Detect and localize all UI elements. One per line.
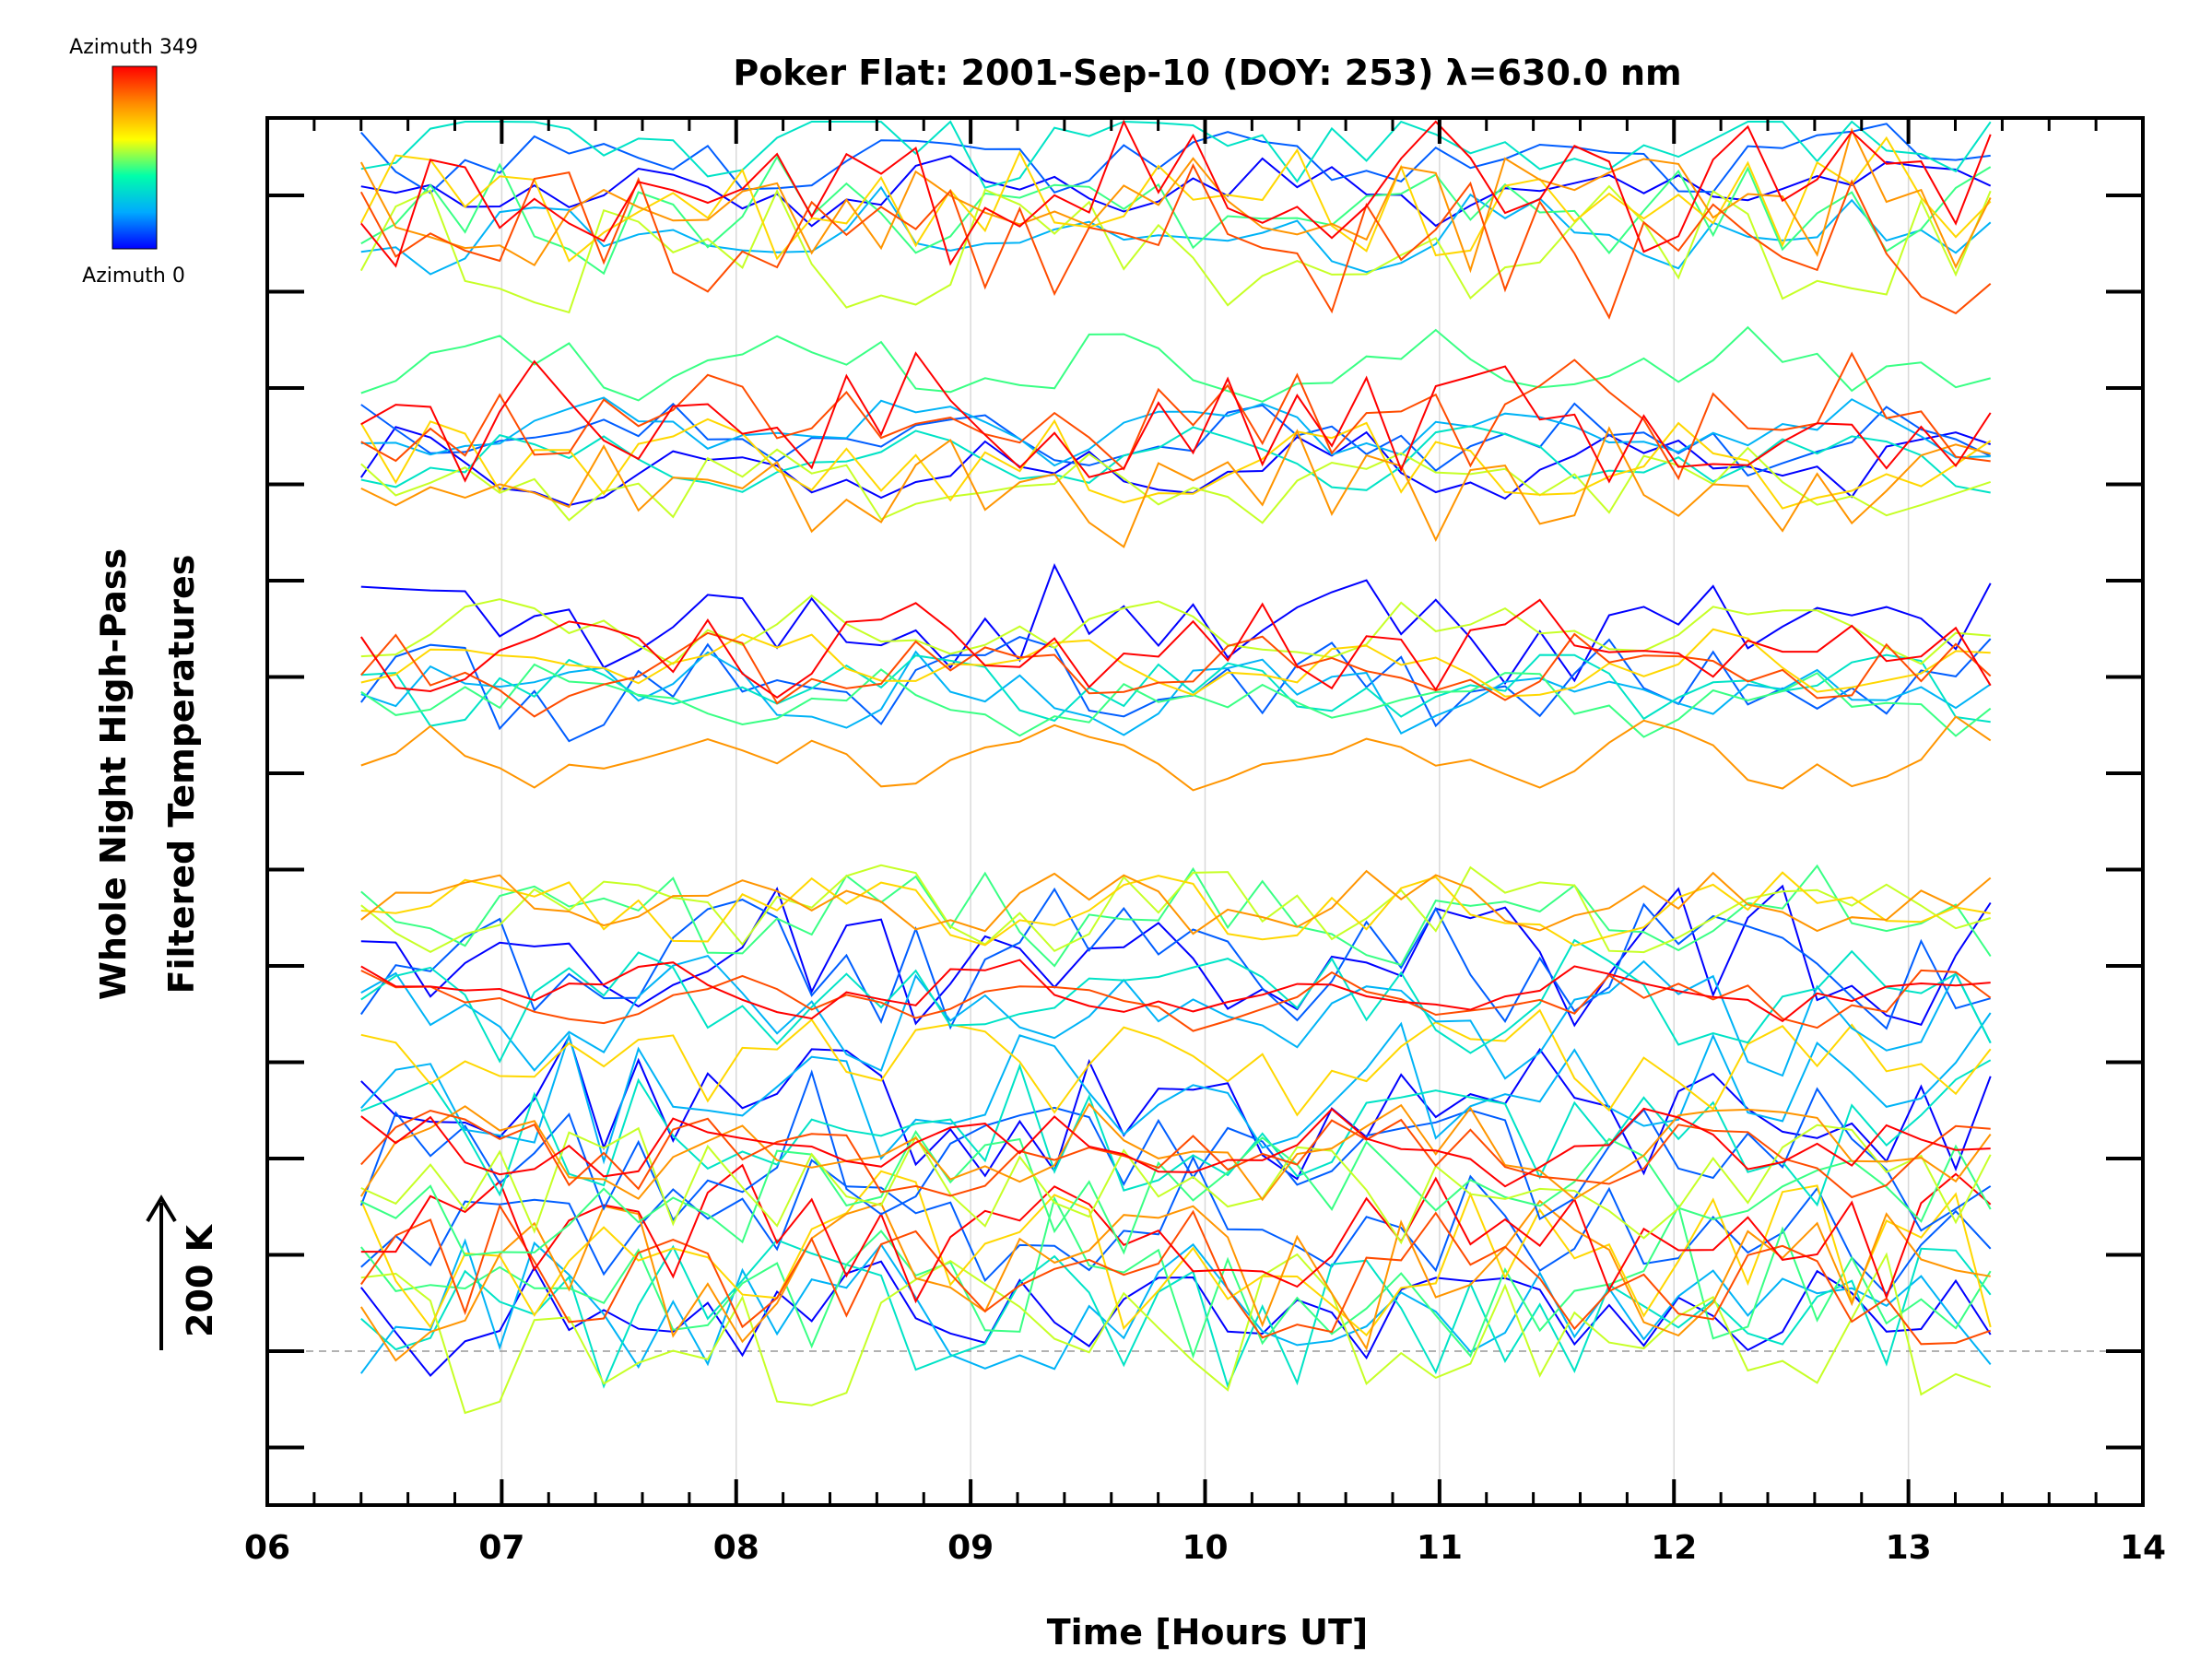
- series-line: [359, 184, 1992, 314]
- scale-bar: 200 K: [146, 1194, 220, 1350]
- series-line: [359, 1238, 1992, 1374]
- series-line: [360, 631, 1992, 718]
- series-line: [360, 650, 1992, 736]
- series-line: [360, 938, 1992, 1064]
- y-ticks: [267, 194, 2143, 1450]
- series-line: [359, 127, 1992, 274]
- series-line: [360, 1034, 1992, 1181]
- colorbar-top-label: Azimuth 349: [69, 36, 198, 59]
- x-axis: 06 07 08 09 10 11 12 13 14: [244, 118, 2166, 1567]
- series-line: [360, 871, 1991, 947]
- scale-bar-label: 200 K: [180, 1223, 220, 1337]
- series-line: [360, 884, 1992, 1028]
- series-lines: [359, 119, 1992, 1415]
- series-line: [360, 325, 1991, 403]
- x-tick-label: 12: [1651, 1529, 1697, 1567]
- series-line: [360, 954, 1992, 1080]
- series-line: [360, 123, 1991, 194]
- series-line: [359, 598, 1992, 700]
- gridlines: [500, 118, 1910, 1505]
- x-axis-title: Time [Hours UT]: [1047, 1612, 1369, 1653]
- x-tick-label: 09: [947, 1529, 994, 1567]
- y-axis-title-line2: Filtered Temperatures: [161, 555, 202, 994]
- series-line: [360, 351, 1992, 484]
- series-line: [360, 1124, 1992, 1245]
- series-line: [360, 715, 1992, 792]
- series-line: [360, 1155, 1992, 1296]
- series-line: [360, 594, 1991, 665]
- colorbar: [112, 65, 158, 250]
- series-line: [360, 396, 1991, 467]
- series-line: [360, 119, 1992, 268]
- colorbar-bottom-label: Azimuth 0: [82, 265, 185, 288]
- series-line: [360, 1008, 1992, 1117]
- x-tick-label: 14: [2120, 1529, 2166, 1567]
- series-line: [359, 1203, 1992, 1346]
- series-line: [360, 1012, 1992, 1165]
- x-tick-label: 10: [1182, 1529, 1228, 1567]
- series-line: [360, 1195, 1992, 1359]
- series-line: [360, 1109, 1991, 1199]
- series-line: [360, 155, 1992, 276]
- series-line: [360, 426, 1991, 548]
- series-line: [359, 887, 1991, 1030]
- series-line: [359, 1069, 1992, 1232]
- series-line: [360, 562, 1992, 686]
- x-tick-label: 13: [1886, 1529, 1932, 1567]
- series-line: [360, 864, 1991, 954]
- x-tick-label: 08: [713, 1529, 759, 1567]
- series-line: [360, 959, 1991, 1023]
- series-line: [360, 1059, 1992, 1207]
- series-line: [360, 1239, 1992, 1389]
- series-line: [360, 1260, 1992, 1377]
- series-line: [360, 120, 1992, 189]
- series-line: [360, 663, 1992, 738]
- series-line: [359, 1102, 1992, 1202]
- series-line: [359, 418, 1992, 510]
- series-line: [359, 1199, 1991, 1362]
- x-tick-label: 06: [244, 1529, 290, 1567]
- series-line: [359, 1170, 1992, 1337]
- y-axis-title: Whole Night High-Pass Filtered Temperatu…: [93, 548, 202, 1000]
- x-tick-label: 07: [478, 1529, 524, 1567]
- series-line: [359, 426, 1992, 507]
- series-line: [360, 864, 1992, 968]
- series-line: [360, 628, 1991, 698]
- scale-bar-arrowhead: [146, 1194, 177, 1223]
- series-line: [360, 402, 1992, 477]
- series-line: [360, 653, 1991, 727]
- series-line: [360, 1163, 1992, 1304]
- series-line: [360, 446, 1992, 524]
- series-line: [360, 869, 1992, 935]
- x-tick-label: 11: [1417, 1529, 1463, 1567]
- series-line: [360, 351, 1991, 481]
- series-line: [360, 155, 1992, 228]
- chart-title: Poker Flat: 2001-Sep-10 (DOY: 253) λ=630…: [733, 53, 1681, 93]
- series-line: [360, 1107, 1991, 1188]
- series-line: [360, 1129, 1992, 1257]
- y-axis-title-line1: Whole Night High-Pass: [93, 548, 134, 1000]
- series-line: [360, 969, 1992, 1032]
